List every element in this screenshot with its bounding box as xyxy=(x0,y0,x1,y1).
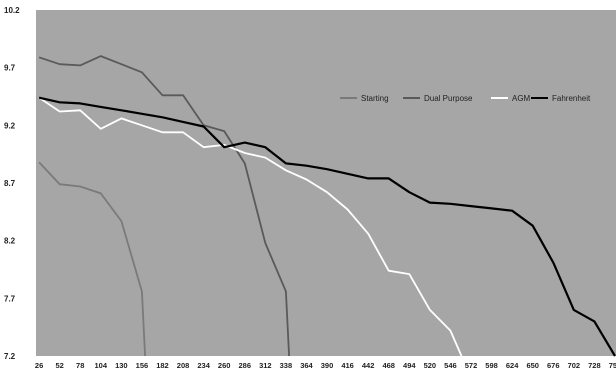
legend-label-fahrenheit: Fahrenheit xyxy=(552,94,591,103)
legend-label-dual-purpose: Dual Purpose xyxy=(424,94,473,103)
x-tick-label: 728 xyxy=(588,361,601,370)
y-tick-label: 10.2 xyxy=(4,6,20,15)
x-tick-label: 416 xyxy=(341,361,354,370)
x-tick-label: 754 xyxy=(609,361,616,370)
x-tick-label: 546 xyxy=(444,361,457,370)
x-tick-label: 572 xyxy=(465,361,478,370)
x-tick-label: 234 xyxy=(197,361,210,370)
x-tick-label: 156 xyxy=(136,361,149,370)
x-tick-label: 624 xyxy=(506,361,519,370)
series-line-starting xyxy=(38,161,146,357)
series-line-agm xyxy=(38,96,463,357)
x-tick-label: 598 xyxy=(485,361,498,370)
x-tick-label: 390 xyxy=(321,361,334,370)
x-tick-label: 182 xyxy=(156,361,169,370)
legend: Starting Dual Purpose AGM Fahrenheit xyxy=(340,94,591,103)
series-line-fahrenheit xyxy=(38,96,616,357)
x-tick-label: 52 xyxy=(55,361,63,370)
y-tick-label: 9.7 xyxy=(4,64,16,73)
y-tick-label: 8.2 xyxy=(4,237,16,246)
x-tick-label: 650 xyxy=(526,361,539,370)
x-tick-label: 702 xyxy=(568,361,581,370)
x-tick-label: 364 xyxy=(300,361,313,370)
x-axis: 26 52 78 104 130 156 182 208 234 260 286 312 338 364 3… xyxy=(35,361,616,370)
y-tick-label: 8.7 xyxy=(4,179,16,188)
y-axis: 10.2 9.7 9.2 8.7 8.2 7.7 7.2 xyxy=(4,6,20,361)
x-tick-label: 208 xyxy=(177,361,190,370)
y-tick-label: 9.2 xyxy=(4,121,16,130)
x-tick-label: 130 xyxy=(115,361,128,370)
x-tick-label: 260 xyxy=(218,361,231,370)
plot-background xyxy=(36,10,616,356)
x-tick-label: 468 xyxy=(382,361,395,370)
legend-label-agm: AGM xyxy=(512,94,531,103)
series-line-dual-purpose xyxy=(38,55,290,357)
x-tick-label: 676 xyxy=(547,361,560,370)
x-tick-label: 338 xyxy=(280,361,293,370)
x-tick-label: 78 xyxy=(76,361,84,370)
x-tick-label: 104 xyxy=(95,361,108,370)
x-tick-label: 26 xyxy=(35,361,43,370)
y-tick-label: 7.7 xyxy=(4,294,16,303)
x-tick-label: 494 xyxy=(403,361,416,370)
series-lines xyxy=(38,55,616,357)
x-tick-label: 442 xyxy=(362,361,375,370)
x-tick-label: 520 xyxy=(424,361,437,370)
x-tick-label: 312 xyxy=(259,361,272,370)
legend-label-starting: Starting xyxy=(361,94,389,103)
y-tick-label: 7.2 xyxy=(4,352,16,361)
x-tick-label: 286 xyxy=(239,361,252,370)
